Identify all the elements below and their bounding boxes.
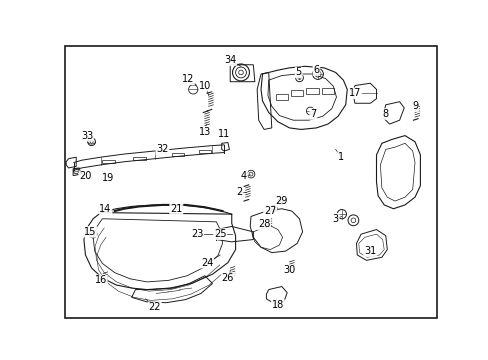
Bar — [198, 150, 210, 153]
Text: 9: 9 — [411, 101, 417, 111]
Text: 28: 28 — [257, 219, 270, 229]
Text: 20: 20 — [79, 171, 91, 181]
Text: 21: 21 — [170, 204, 182, 214]
Bar — [133, 157, 145, 160]
Text: 31: 31 — [364, 246, 376, 256]
Text: 30: 30 — [283, 265, 295, 275]
Text: 10: 10 — [199, 81, 211, 91]
Text: 15: 15 — [84, 227, 96, 237]
Text: 26: 26 — [221, 273, 234, 283]
Bar — [275, 94, 287, 100]
Text: 32: 32 — [156, 144, 168, 154]
Text: 5: 5 — [295, 67, 301, 77]
Text: 19: 19 — [102, 173, 115, 183]
Bar — [306, 88, 318, 94]
Bar — [171, 153, 183, 156]
Text: 2: 2 — [236, 187, 242, 197]
Bar — [321, 88, 333, 94]
Text: 8: 8 — [382, 109, 388, 119]
Text: 1: 1 — [337, 152, 344, 162]
Text: 14: 14 — [99, 204, 111, 214]
Text: 23: 23 — [190, 229, 203, 239]
Text: 24: 24 — [201, 258, 213, 267]
Text: 25: 25 — [214, 229, 226, 239]
Text: 12: 12 — [182, 75, 194, 84]
Text: 4: 4 — [241, 171, 246, 181]
Text: 33: 33 — [81, 131, 93, 141]
Text: 13: 13 — [198, 127, 210, 137]
Text: 18: 18 — [271, 300, 284, 310]
Text: 3: 3 — [332, 214, 338, 224]
Text: 7: 7 — [309, 109, 316, 119]
Text: 22: 22 — [148, 302, 161, 312]
Text: 16: 16 — [95, 275, 107, 285]
Text: 6: 6 — [313, 65, 319, 75]
Text: 11: 11 — [218, 129, 230, 139]
Text: 29: 29 — [275, 196, 287, 206]
Bar — [290, 90, 303, 96]
Bar — [102, 160, 115, 163]
Text: 27: 27 — [264, 206, 276, 216]
Text: 17: 17 — [348, 88, 361, 98]
Text: 34: 34 — [224, 55, 236, 65]
